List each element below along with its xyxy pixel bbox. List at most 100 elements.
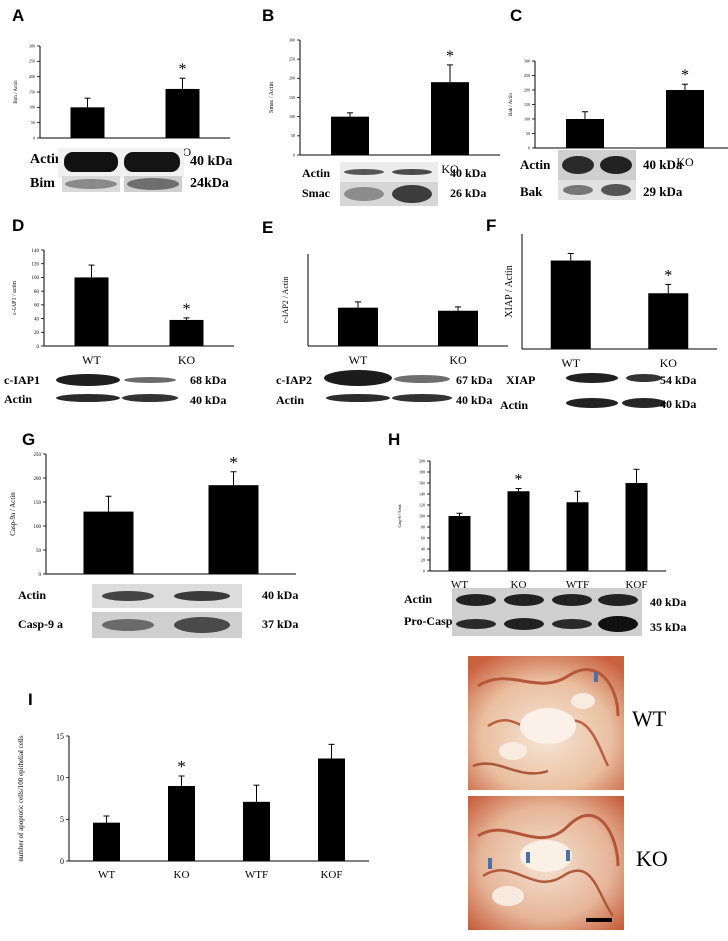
y-tick-label: 150 — [289, 95, 295, 100]
y-tick-label: 50 — [291, 133, 295, 138]
y-tick-label: 100 — [524, 116, 530, 121]
blot-kda-a-actin: 40 kDa — [190, 154, 233, 169]
blot-label-h-actin: Actin — [404, 592, 432, 606]
bar-ko — [438, 310, 478, 346]
category-label: KO — [660, 356, 678, 370]
bar-wt — [338, 307, 378, 346]
y-tick-label: 50 — [526, 131, 530, 136]
significance-star: * — [515, 472, 523, 489]
blot-band-e-actin — [326, 394, 452, 402]
significance-star: * — [681, 67, 689, 84]
blot-kda-b-actin: 40 kDa — [450, 166, 487, 180]
blot-band-a-actin — [58, 148, 184, 178]
y-tick-label: 80 — [421, 524, 425, 529]
panel-letter-h: H — [388, 430, 401, 449]
blot-label-f-actin: Actin — [500, 398, 528, 412]
bar-wt — [74, 277, 109, 346]
y-tick-label: 160 — [419, 480, 425, 485]
blot-band-g-casp9a — [92, 612, 242, 638]
blot-band-c-bak — [558, 180, 636, 200]
y-tick-label: 0 — [33, 135, 35, 140]
y-axis-label: Bim / Actin — [14, 80, 19, 104]
y-tick-label: 180 — [419, 469, 425, 474]
panel-letter-a: A — [12, 6, 25, 25]
panel-letter-i: I — [28, 690, 33, 709]
y-tick-label: 300 — [524, 58, 530, 63]
y-tick-label: 0 — [39, 573, 42, 578]
bar-wt — [70, 107, 105, 138]
y-tick-label: 60 — [421, 535, 425, 540]
blot-kda-f-xiap: 54 kDa — [660, 373, 697, 387]
y-tick-label: 40 — [34, 317, 40, 322]
category-label: KO — [441, 162, 459, 176]
panel-letter-c: C — [510, 6, 523, 25]
blot-label-e-ciap2: c-IAP2 — [276, 373, 312, 387]
chart-ciap2-actin: c-IAP2 / Actin WT KO — [281, 254, 508, 367]
blot-kda-c-bak: 29 kDa — [643, 184, 683, 199]
chart-casp6-actin: 0 20 40 60 80 100 120 140 160 180 200 Casp-6 / Acti… — [397, 458, 666, 591]
category-label: KO — [676, 155, 694, 169]
y-tick-label: 0 — [423, 568, 425, 573]
y-tick-label: 40 — [421, 546, 425, 551]
bar-ko — [169, 319, 204, 346]
arrow-marker-icon-ko-2 — [526, 852, 530, 863]
blot-label-h-procasp6: Pro-Casp-6 — [404, 614, 463, 628]
bar-ko — [666, 90, 704, 148]
y-tick-label: 150 — [524, 102, 530, 107]
blot-kda-d-ciap1: 68 kDa — [190, 373, 227, 387]
y-axis-label: number of apoptotic cells/100 epithelial… — [17, 735, 25, 861]
panel-letter-d: D — [12, 216, 25, 235]
y-axis-label: c-IAP1 / actin — [12, 281, 18, 315]
y-tick-label: 250 — [524, 73, 530, 78]
y-tick-label: 50 — [31, 120, 35, 125]
y-tick-label: 250 — [34, 453, 42, 458]
bar-ko — [208, 485, 259, 574]
bar-wt — [448, 516, 471, 571]
significance-star: * — [179, 61, 187, 78]
blot-kda-d-actin: 40 kDa — [190, 393, 227, 407]
y-tick-label: 80 — [34, 290, 40, 295]
blot-band-h-actin — [452, 588, 642, 612]
bar-wtf — [566, 502, 589, 571]
y-tick-label: 0 — [528, 145, 530, 150]
y-tick-label: 150 — [29, 89, 35, 94]
y-tick-label: 300 — [29, 43, 35, 48]
significance-star: * — [446, 48, 454, 65]
category-label: KO — [178, 353, 196, 367]
y-axis-label: Casp-9a / Actin — [9, 492, 17, 536]
category-label: WT — [349, 353, 368, 367]
blot-band-f-actin — [566, 398, 666, 408]
blot-label-a-actin: Actin — [30, 152, 63, 167]
bar-wt — [550, 260, 591, 349]
bar-wtf — [243, 801, 270, 861]
blot-label-b-smac: Smac — [302, 186, 330, 200]
y-axis-label: c-IAP2 / Actin — [281, 277, 290, 324]
y-tick-label: 100 — [32, 276, 40, 281]
category-label: WTF — [245, 869, 268, 881]
blot-band-d-actin — [56, 394, 178, 402]
arrow-marker-icon — [594, 672, 598, 682]
blot-band-a-bim — [62, 176, 182, 192]
arrow-marker-icon-ko-3 — [566, 850, 570, 861]
blot-label-e-actin: Actin — [276, 393, 304, 407]
blot-kda-f-actin: 40 kDa — [660, 397, 697, 411]
blot-kda-h-procasp6: 35 kDa — [650, 620, 687, 634]
panel-letter-b: B — [262, 6, 275, 25]
blot-kda-e-ciap2: 67 kDa — [456, 373, 493, 387]
y-tick-label: 0 — [293, 152, 295, 157]
panel-letter-g: G — [22, 430, 36, 449]
blot-band-b-smac — [340, 182, 438, 206]
y-tick-label: 200 — [419, 458, 425, 463]
micrograph-label-wt: WT — [632, 706, 667, 731]
blot-label-g-actin: Actin — [18, 588, 46, 602]
arrow-marker-icon-ko-1 — [488, 858, 492, 869]
y-tick-label: 50 — [36, 549, 42, 554]
y-tick-label: 140 — [32, 249, 40, 254]
y-tick-label: 100 — [29, 105, 35, 110]
bar-wt — [331, 116, 369, 155]
y-tick-label: 250 — [29, 59, 35, 64]
blot-kda-h-actin: 40 kDa — [650, 595, 687, 609]
blot-label-d-actin: Actin — [4, 392, 32, 406]
blot-label-b-actin: Actin — [302, 166, 330, 180]
